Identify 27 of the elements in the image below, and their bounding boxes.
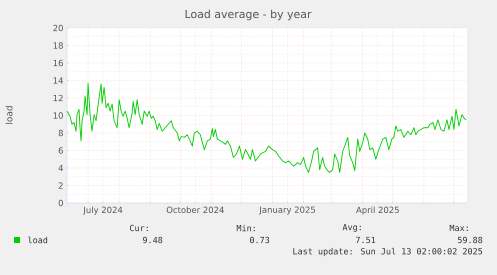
y-tick-label: 16 xyxy=(54,60,63,66)
text: 7.51 xyxy=(356,236,376,244)
y-tick-label: 14 xyxy=(54,77,64,84)
x-tick-label: January 2025 xyxy=(258,206,315,215)
y-axis-title: load xyxy=(6,106,12,124)
x-tick-label: October 2024 xyxy=(166,206,224,214)
y-tick-label: 10 xyxy=(54,112,63,119)
chart-title: Load average - by year xyxy=(186,10,312,20)
y-tick-label: 12 xyxy=(54,94,63,102)
text: Max: xyxy=(450,224,468,232)
legend-label: load xyxy=(28,236,48,244)
text: Avg: xyxy=(342,224,361,232)
x-tick-label: July 2024 xyxy=(82,206,122,215)
y-tick-label: 8 xyxy=(58,130,63,136)
text: Min: xyxy=(236,224,255,232)
y-tick-label: 0 xyxy=(58,200,63,206)
y-tick-label: 2 xyxy=(58,182,63,189)
text: Last update: Sun Jul 13 02:00:02 2025 xyxy=(293,248,482,256)
text: 59.88 xyxy=(458,236,482,244)
text: 9.48 xyxy=(142,236,162,244)
text: 0.73 xyxy=(250,236,270,244)
y-tick-label: 18 xyxy=(54,42,63,49)
text: Cur: xyxy=(130,224,148,232)
y-tick-label: 20 xyxy=(53,24,63,32)
x-tick-label: April 2025 xyxy=(356,206,399,215)
y-tick-label: 4 xyxy=(58,164,64,172)
y-tick-label: 6 xyxy=(58,147,63,154)
